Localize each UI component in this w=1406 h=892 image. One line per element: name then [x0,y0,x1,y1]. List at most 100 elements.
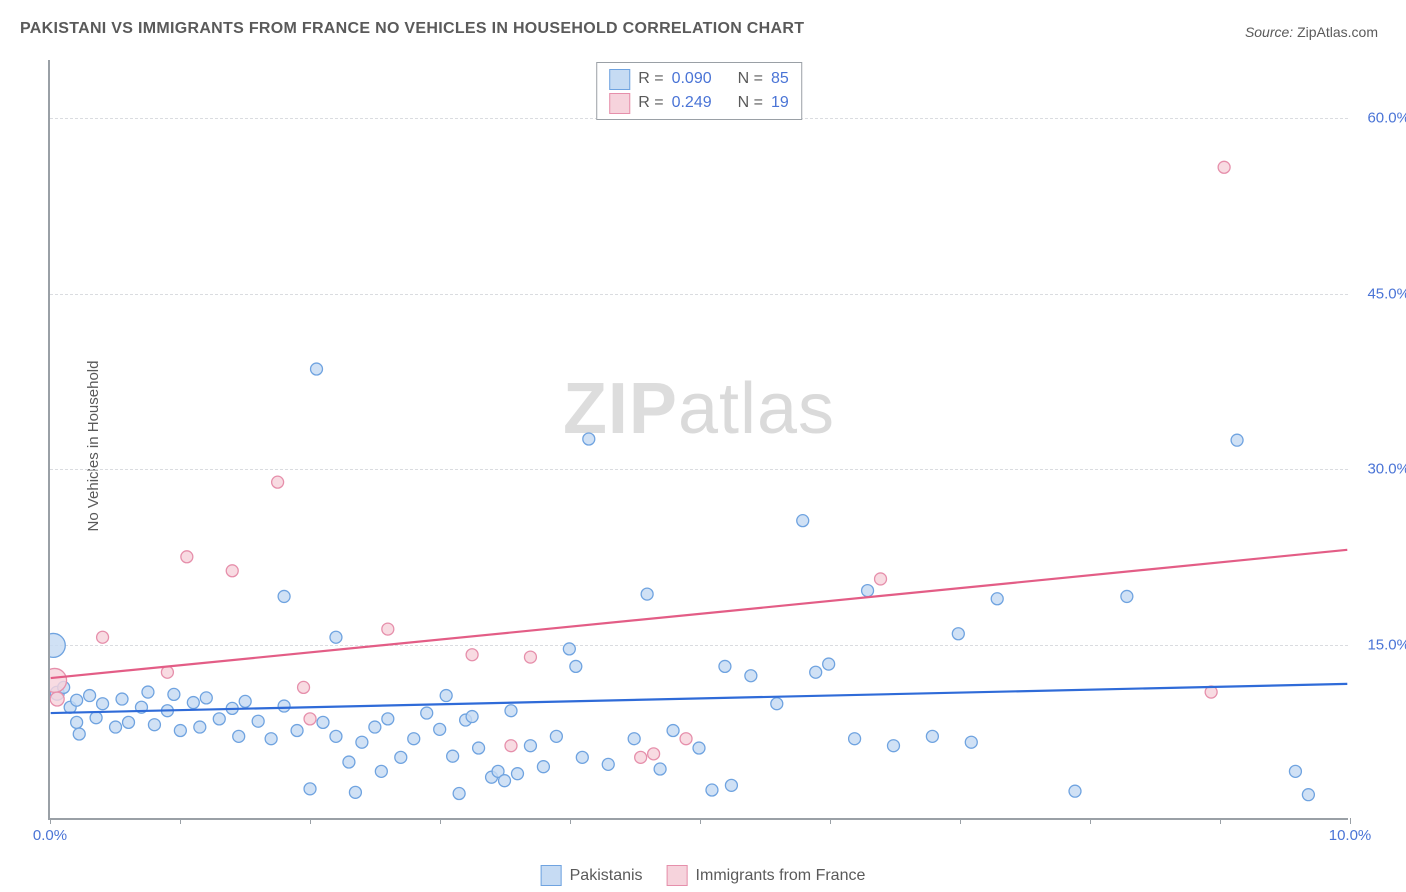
corr-legend-row: R =0.090N =85 [609,67,789,91]
corr-r-value: 0.090 [672,67,712,91]
scatter-point [1231,434,1243,446]
scatter-point [123,716,135,728]
scatter-point [349,786,361,798]
scatter-point [771,698,783,710]
scatter-point [810,666,822,678]
scatter-point [382,713,394,725]
corr-r-value: 0.249 [672,91,712,115]
scatter-point [926,730,938,742]
scatter-point [174,725,186,737]
x-tick-mark [570,818,571,824]
x-tick-mark [1090,818,1091,824]
watermark-bold: ZIP [563,369,678,449]
x-tick-mark [830,818,831,824]
scatter-point [1289,765,1301,777]
watermark-light: atlas [678,369,835,449]
scatter-point [369,721,381,733]
scatter-point [71,716,83,728]
x-tick-label: 10.0% [1329,827,1372,844]
corr-legend-row: R =0.249N =19 [609,91,789,115]
legend-swatch [541,865,562,886]
scatter-point [460,714,472,726]
scatter-point [110,721,122,733]
x-tick-mark [1350,818,1351,824]
scatter-point [239,695,251,707]
scatter-point [73,728,85,740]
scatter-point [421,707,433,719]
scatter-point [343,756,355,768]
scatter-point [719,660,731,672]
scatter-point [161,705,173,717]
corr-n-label: N = [738,91,763,115]
legend-item: Pakistanis [541,865,643,886]
scatter-point [200,692,212,704]
scatter-point [453,788,465,800]
scatter-point [537,761,549,773]
scatter-point [116,693,128,705]
scatter-point [187,697,199,709]
x-tick-mark [50,818,51,824]
scatter-point [583,433,595,445]
watermark: ZIPatlas [563,368,835,450]
scatter-point [213,713,225,725]
gridline [50,469,1348,470]
scatter-point [58,681,70,693]
scatter-point [505,705,517,717]
legend-item: Immigrants from France [667,865,866,886]
scatter-point [272,476,284,488]
y-tick-label: 60.0% [1367,110,1406,127]
scatter-point [725,779,737,791]
scatter-point [440,690,452,702]
scatter-point [71,694,83,706]
scatter-point [330,730,342,742]
scatter-point [142,686,154,698]
scatter-point [382,623,394,635]
legend-label: Pakistanis [570,867,643,885]
scatter-point [1205,686,1217,698]
scatter-point [50,668,67,692]
source-attribution: Source: ZipAtlas.com [1245,24,1378,40]
scatter-point [693,742,705,754]
scatter-point [602,758,614,770]
source-label: Source: [1245,24,1293,40]
corr-n-value: 19 [771,91,789,115]
scatter-point [148,719,160,731]
scatter-point [706,784,718,796]
scatter-point [64,701,76,713]
x-tick-mark [310,818,311,824]
scatter-point [278,590,290,602]
scatter-point [849,733,861,745]
trend-line [51,684,1348,713]
scatter-point [635,751,647,763]
plot-area: ZIPatlas R =0.090N =85R =0.249N =19 15.0… [48,60,1348,820]
scatter-point [161,666,173,678]
series-legend: Pakistanis Immigrants from France [541,865,866,886]
x-tick-mark [440,818,441,824]
legend-swatch [609,69,630,90]
scatter-point [447,750,459,762]
scatter-point [330,631,342,643]
scatter-point [252,715,264,727]
corr-n-value: 85 [771,67,789,91]
scatter-point [181,551,193,563]
scatter-point [680,733,692,745]
scatter-point [265,733,277,745]
scatter-point [97,698,109,710]
scatter-point [135,701,147,713]
x-tick-mark [180,818,181,824]
source-name: ZipAtlas.com [1297,24,1378,40]
scatter-point [576,751,588,763]
scatter-point [888,740,900,752]
x-tick-mark [1220,818,1221,824]
scatter-point [875,573,887,585]
y-tick-label: 30.0% [1367,461,1406,478]
legend-label: Immigrants from France [696,867,866,885]
gridline [50,294,1348,295]
corr-n-label: N = [738,67,763,91]
scatter-point [492,765,504,777]
scatter-point [486,771,498,783]
scatter-point [311,363,323,375]
scatter-point [298,681,310,693]
scatter-point [499,775,511,787]
scatter-point [50,686,64,700]
